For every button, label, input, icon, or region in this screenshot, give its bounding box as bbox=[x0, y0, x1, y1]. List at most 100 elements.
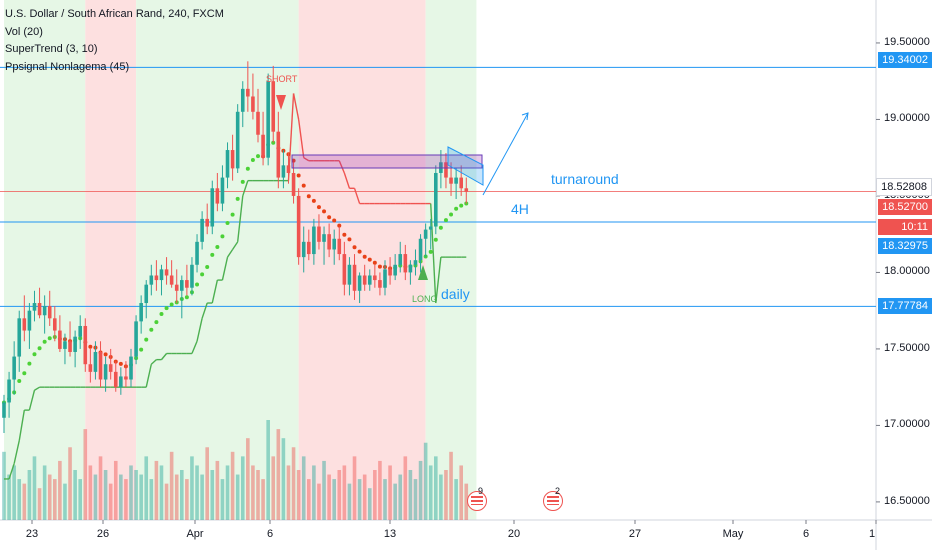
candle-body bbox=[195, 241, 199, 265]
volume-bar bbox=[276, 429, 281, 520]
event-flag-us-2[interactable] bbox=[543, 491, 563, 511]
candle-body bbox=[78, 325, 82, 337]
nonlagema-dot bbox=[311, 198, 316, 203]
volume-bar bbox=[352, 456, 357, 520]
volume-bar bbox=[42, 465, 47, 520]
candle-body bbox=[68, 341, 72, 352]
nonlagema-dot bbox=[32, 352, 37, 357]
volume-bar bbox=[423, 442, 428, 520]
candle-body bbox=[134, 321, 138, 357]
volume-bar bbox=[124, 479, 128, 520]
x-tick-label: 26 bbox=[96, 528, 110, 540]
candle-body bbox=[408, 264, 413, 273]
candle-body bbox=[169, 275, 174, 285]
x-tick-label: 6 bbox=[266, 528, 274, 540]
volume-bar bbox=[342, 465, 347, 520]
candle-body bbox=[373, 275, 377, 281]
volume-bar bbox=[93, 474, 98, 520]
nonlagema-dot bbox=[103, 352, 108, 357]
nonlagema-dot bbox=[245, 166, 250, 171]
candle-body bbox=[144, 284, 149, 304]
volume-bar bbox=[271, 456, 276, 520]
volume-bar bbox=[68, 447, 72, 520]
level-label-top: 19.34002 bbox=[878, 52, 932, 68]
x-tick-label: 6 bbox=[802, 528, 810, 540]
supertrend-segment bbox=[435, 257, 442, 304]
volume-bar bbox=[403, 456, 408, 520]
nonlagema-dot bbox=[332, 218, 337, 223]
candle-body bbox=[398, 254, 403, 265]
daily-label[interactable]: daily bbox=[441, 286, 470, 302]
candle-body bbox=[200, 218, 204, 242]
nonlagema-dot bbox=[291, 158, 296, 163]
volume-bar bbox=[449, 451, 453, 520]
volume-bar bbox=[129, 465, 133, 520]
candle-body bbox=[124, 376, 128, 380]
nonlagema-dot bbox=[159, 312, 164, 317]
nonlagema-dot bbox=[301, 183, 306, 188]
supertrend-segment bbox=[28, 390, 36, 411]
candle-body bbox=[449, 177, 453, 184]
volume-bar bbox=[388, 465, 392, 520]
legend-supertrend[interactable]: SuperTrend (3, 10) bbox=[5, 43, 98, 55]
volume-bar bbox=[347, 483, 352, 520]
volume-bar bbox=[322, 460, 326, 520]
long-signal-label: LONG bbox=[412, 294, 438, 304]
current-price-label: 18.52808 bbox=[876, 178, 932, 196]
supertrend-segment bbox=[303, 157, 310, 162]
drawing-tools[interactable] bbox=[276, 95, 529, 280]
projection-arrow-line bbox=[482, 112, 529, 196]
candle-body bbox=[230, 150, 235, 169]
supertrend-segment bbox=[343, 172, 351, 189]
event-flag-us-1[interactable] bbox=[467, 491, 487, 511]
volume-bar bbox=[180, 470, 184, 520]
long-signal-arrow bbox=[418, 265, 428, 280]
supertrend-segment bbox=[145, 364, 153, 388]
nonlagema-dot bbox=[337, 223, 342, 228]
nonlagema-dot bbox=[169, 302, 174, 307]
candle-body bbox=[388, 269, 392, 276]
nonlagema-dot bbox=[37, 346, 42, 351]
volume-bar bbox=[113, 460, 118, 520]
candle-body bbox=[103, 364, 108, 380]
candle-body bbox=[154, 275, 159, 281]
nonlagema-dot bbox=[210, 252, 215, 257]
nonlagema-dot bbox=[235, 196, 240, 201]
x-tick-label: 20 bbox=[507, 528, 521, 540]
supertrend-segment bbox=[34, 386, 40, 391]
candle-body bbox=[185, 280, 189, 288]
nonlagema-dot bbox=[27, 361, 32, 366]
nonlagema-dot bbox=[352, 245, 357, 250]
level-label-4h: 18.32975 bbox=[878, 238, 932, 254]
supertrend-segment bbox=[430, 203, 437, 304]
nonlagema-dot bbox=[22, 371, 27, 376]
x-tick-label: 23 bbox=[25, 528, 39, 540]
nonlagema-dot bbox=[342, 232, 347, 237]
legend-vol[interactable]: Vol (20) bbox=[5, 25, 43, 38]
volume-bar bbox=[210, 470, 215, 520]
event-count-1: 9 bbox=[478, 486, 484, 496]
volume-bar bbox=[383, 479, 387, 520]
nonlagema-dot bbox=[164, 306, 169, 311]
4h-label[interactable]: 4H bbox=[511, 201, 529, 217]
candle-body bbox=[113, 371, 118, 388]
volume-bar bbox=[251, 465, 255, 520]
turnaround-label[interactable]: turnaround bbox=[551, 171, 619, 187]
volume-bar bbox=[63, 483, 67, 520]
volume-bar bbox=[119, 474, 123, 520]
volume-bar bbox=[261, 479, 265, 520]
candle-body bbox=[322, 234, 326, 242]
volume-bar bbox=[337, 470, 342, 520]
nonlagema-dot bbox=[220, 234, 225, 239]
volume-bar bbox=[103, 470, 108, 520]
supertrend-segment bbox=[201, 302, 208, 319]
nonlagema-dot bbox=[42, 339, 47, 344]
candle-body bbox=[454, 177, 458, 184]
candle-body bbox=[190, 264, 194, 288]
candle-body bbox=[378, 280, 382, 288]
volume-bar bbox=[246, 438, 250, 520]
legend-ppsignal[interactable]: Ppsignal Nonlagema (45) bbox=[5, 60, 130, 73]
flag-icon bbox=[547, 496, 559, 505]
volume-bar bbox=[459, 465, 463, 520]
